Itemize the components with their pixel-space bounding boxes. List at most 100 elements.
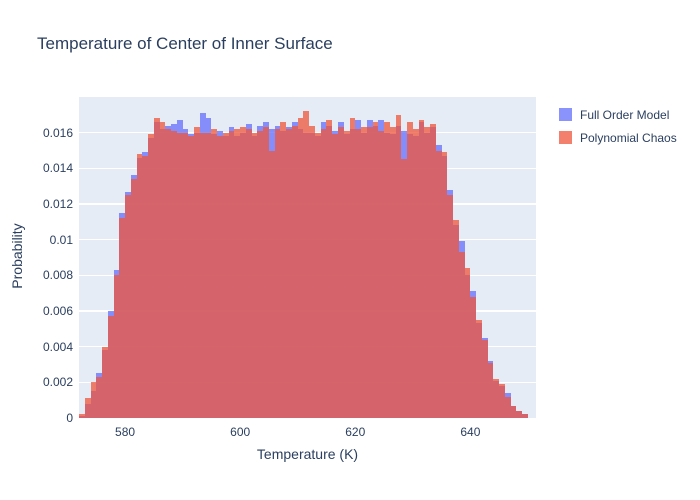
histogram-bar <box>130 179 137 418</box>
histogram-bar <box>407 121 413 418</box>
histogram-bar <box>412 129 419 418</box>
x-axis-title: Temperature (K) <box>256 446 359 462</box>
legend-swatch-polynomial-chaos <box>559 131 572 144</box>
histogram-bar <box>119 218 126 418</box>
histogram-bar <box>274 129 281 418</box>
histogram-bar <box>280 121 287 418</box>
x-tick-label: 620 <box>345 425 366 439</box>
histogram-bar <box>504 396 511 418</box>
chart-title: Temperature of Center of Inner Surface <box>37 34 333 53</box>
legend-label: Full Order Model <box>580 107 670 122</box>
legend-swatch-full-order-model <box>559 108 572 121</box>
histogram-bar <box>372 121 379 418</box>
legend-label: Polynomial Chaos <box>580 130 677 145</box>
histogram-bar <box>320 129 327 418</box>
histogram-bar <box>395 114 402 418</box>
histogram-bar <box>234 129 241 418</box>
legend: Full Order Model Polynomial Chaos <box>559 103 677 149</box>
histogram-bar <box>516 410 523 418</box>
histogram-bar <box>113 275 120 418</box>
histogram-bar <box>228 130 235 418</box>
legend-item-full-order-model[interactable]: Full Order Model <box>559 103 677 126</box>
histogram-bar <box>176 132 183 418</box>
histogram-bar <box>194 127 200 418</box>
histogram-bar <box>389 127 396 418</box>
histogram-bar <box>309 125 315 418</box>
x-tick-label: 580 <box>115 425 136 439</box>
histogram-bar <box>303 111 310 418</box>
histogram-bar <box>332 134 338 418</box>
histogram-bar <box>430 123 436 418</box>
histogram-bar <box>464 268 471 418</box>
histogram-bar <box>487 362 494 418</box>
histogram-bar <box>90 382 97 418</box>
histogram-bar <box>245 129 252 418</box>
histogram-bar <box>165 129 172 418</box>
histogram-bar <box>349 118 356 418</box>
histogram-bar <box>366 127 373 418</box>
histogram-bar <box>470 296 477 418</box>
histogram-bar <box>401 159 408 418</box>
histogram-bar <box>291 125 298 418</box>
histogram-bar <box>378 130 385 418</box>
histogram-bar <box>257 130 264 418</box>
histogram-bar <box>510 405 517 418</box>
y-tick-label: 0.004 <box>42 339 73 354</box>
histogram-bar <box>136 154 143 418</box>
histogram-bar <box>441 152 448 418</box>
histogram-bar <box>96 376 103 418</box>
y-tick-label: 0.012 <box>42 197 73 211</box>
histogram-bar <box>268 150 275 418</box>
histogram-bar <box>297 118 304 418</box>
histogram-bar <box>222 132 229 418</box>
histogram-bar <box>188 136 195 418</box>
histogram-bar <box>476 319 482 418</box>
histogram-bar <box>84 398 91 418</box>
histogram-bar <box>453 220 459 418</box>
histogram-bar <box>326 120 333 418</box>
histogram-bar <box>240 127 246 418</box>
histogram-bar <box>107 316 114 418</box>
histogram-bar <box>205 132 212 418</box>
histogram-bar <box>338 127 344 418</box>
y-tick-label: 0.01 <box>49 232 73 247</box>
histogram-bar <box>314 132 321 418</box>
histogram-bar <box>159 121 166 418</box>
y-tick-label: 0.006 <box>42 304 73 318</box>
histogram-bar <box>102 346 108 418</box>
y-tick-label: 0 <box>66 411 73 425</box>
y-tick-label: 0.008 <box>42 268 73 283</box>
histogram-bar <box>153 118 160 418</box>
histogram-bar <box>182 132 189 418</box>
histogram-bar <box>217 136 223 418</box>
histogram-bar <box>418 120 425 418</box>
histogram-bar <box>384 121 390 418</box>
y-tick-label: 0.016 <box>42 125 73 140</box>
histogram-bar <box>251 132 258 418</box>
histogram-bar <box>435 150 442 418</box>
histogram-bar <box>171 130 177 418</box>
histogram-bar <box>211 129 218 418</box>
histogram-bar <box>493 378 500 418</box>
plot-area[interactable] <box>79 97 536 418</box>
histogram-bar <box>458 252 465 418</box>
histogram-bar <box>286 129 292 418</box>
legend-item-polynomial-chaos[interactable]: Polynomial Chaos <box>559 126 677 149</box>
x-tick-label: 600 <box>230 425 251 439</box>
histogram-bar <box>199 132 206 418</box>
y-tick-label: 0.002 <box>42 375 73 390</box>
histogram-bar <box>343 130 350 418</box>
histogram-bar <box>361 127 367 418</box>
histogram-bar <box>263 127 269 418</box>
histogram-bar <box>125 195 131 418</box>
histogram-bar <box>142 155 149 418</box>
histogram-bar <box>522 414 528 418</box>
histogram-bar <box>447 195 454 418</box>
histogram-bar <box>424 127 431 418</box>
histogram-bar <box>499 384 505 418</box>
histogram-bar <box>79 414 85 418</box>
y-tick-label: 0.014 <box>42 161 73 176</box>
x-tick-label: 640 <box>460 425 481 439</box>
histogram-bar <box>481 339 488 418</box>
